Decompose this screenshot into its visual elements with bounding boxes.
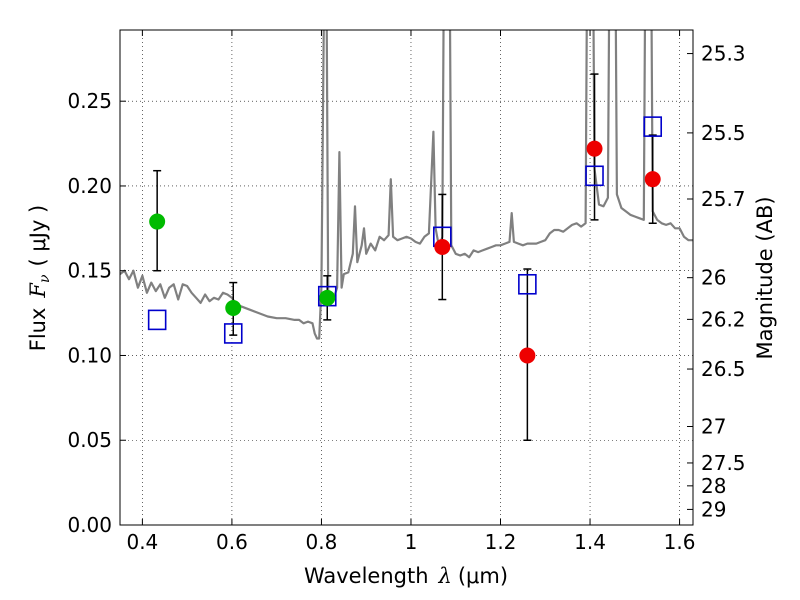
y2-tick-label: 28 — [701, 474, 726, 498]
y-tick-label: 0.00 — [67, 513, 112, 537]
observed-point — [319, 289, 336, 306]
spectrum-series — [120, 30, 693, 340]
observed-point — [434, 238, 451, 255]
x-tick-label: 1.2 — [485, 530, 517, 554]
model-photometry-marker — [518, 273, 537, 295]
y-tick-label: 0.20 — [67, 174, 112, 198]
y2-tick-label: 26.2 — [701, 307, 746, 331]
gridlines — [120, 30, 693, 526]
x-tick-label: 0.6 — [216, 530, 248, 554]
y2-tick-label: 29 — [701, 497, 726, 521]
plot-background — [120, 30, 693, 525]
x-label-unit: (μm) — [458, 564, 508, 588]
observed-point — [519, 347, 536, 364]
observed-point — [149, 213, 166, 230]
y-tick-label: 0.05 — [67, 428, 112, 452]
model-photometry-marker — [223, 323, 243, 344]
y-label-symbol: F — [26, 282, 50, 299]
y-axis-label: Flux Fν ( μJy ) — [26, 205, 53, 351]
observed-point — [586, 140, 603, 157]
y2-tick-label: 25.7 — [701, 187, 746, 211]
y-tick-label: 0.15 — [67, 259, 112, 283]
model-photometry-marker — [147, 309, 167, 331]
x-tick-label: 1 — [405, 530, 418, 554]
observed-point — [225, 300, 242, 317]
y-axis: 0.00 0.05 0.10 0.15 0.20 0.25 — [67, 89, 126, 537]
y2-tick-label: 26.5 — [701, 357, 746, 381]
x-tick-label: 0.4 — [126, 530, 158, 554]
y2-tick-label: 26 — [701, 266, 726, 290]
x-axis-label: Wavelength λ (μm) — [304, 564, 508, 588]
x-tick-label: 1.4 — [574, 530, 606, 554]
y-label-unit: ( μJy ) — [26, 205, 50, 267]
y2-tick-label: 27 — [701, 415, 726, 439]
spectrum-line — [120, 30, 693, 340]
y-label-subscript: ν — [37, 274, 53, 283]
y2-tick-label: 25.3 — [701, 42, 746, 66]
y2-axis-label: Magnitude (AB) — [753, 196, 777, 359]
x-label-symbol: λ — [438, 564, 452, 588]
x-tick-label: 1.6 — [664, 530, 696, 554]
model-photometry-marker — [585, 165, 604, 187]
y-tick-label: 0.25 — [67, 89, 112, 113]
y-label-prefix: Flux — [26, 308, 50, 352]
observed-points-series — [149, 140, 661, 364]
x-label-prefix: Wavelength — [304, 564, 429, 588]
x-axis: 0.4 0.6 0.8 1 1.2 1.4 1.6 — [126, 30, 695, 554]
y-tick-label: 0.10 — [67, 343, 112, 367]
observed-point — [644, 171, 661, 188]
x-tick-label: 0.8 — [306, 530, 338, 554]
y2-tick-label: 25.5 — [701, 121, 746, 145]
y2-tick-label: 27.5 — [701, 451, 746, 475]
model-photometry-marker — [643, 116, 663, 137]
